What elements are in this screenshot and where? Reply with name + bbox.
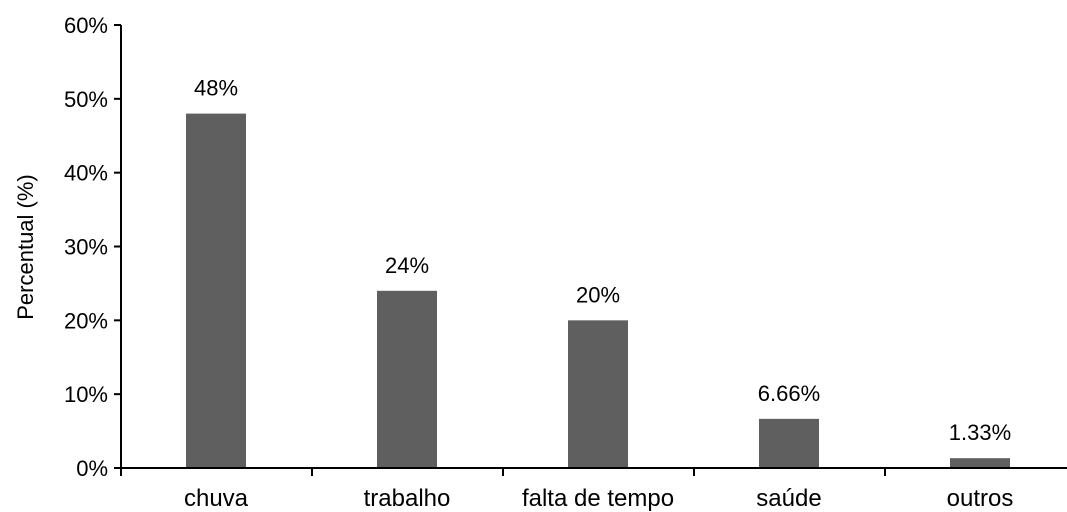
data-label-5: 1.33% <box>949 420 1011 445</box>
x-category-label-3: falta de tempo <box>522 485 674 512</box>
data-labels-group: 48% 24% 20% 6.66% 1.33% <box>194 76 1011 446</box>
y-tick-label: 20% <box>64 308 108 333</box>
y-tick-label: 30% <box>64 235 108 260</box>
y-tick-label: 50% <box>64 87 108 112</box>
data-label-2: 24% <box>385 253 429 278</box>
x-category-label-1: chuva <box>184 485 249 512</box>
x-category-label-5: outros <box>947 485 1014 512</box>
y-axis-title: Percentual (%) <box>13 174 38 320</box>
y-ticks-group: 0% 10% 20% 30% 40% 50% 60% <box>64 13 121 481</box>
y-tick-label: 40% <box>64 161 108 186</box>
data-label-1: 48% <box>194 76 238 101</box>
bar-3 <box>568 320 628 468</box>
x-ticks-group: chuva trabalho falta de tempo saúde outros <box>120 468 1014 512</box>
bar-1 <box>186 113 246 468</box>
bars-group <box>186 113 1010 468</box>
x-category-label-2: trabalho <box>364 485 451 512</box>
x-category-label-4: saúde <box>756 485 821 512</box>
bar-5 <box>950 458 1010 468</box>
y-tick-label: 10% <box>64 382 108 407</box>
data-label-4: 6.66% <box>758 381 820 406</box>
bar-4 <box>759 418 819 468</box>
data-label-3: 20% <box>576 282 620 307</box>
y-tick-label: 60% <box>64 13 108 38</box>
bar-2 <box>377 290 437 468</box>
y-tick-label: 0% <box>76 456 108 481</box>
